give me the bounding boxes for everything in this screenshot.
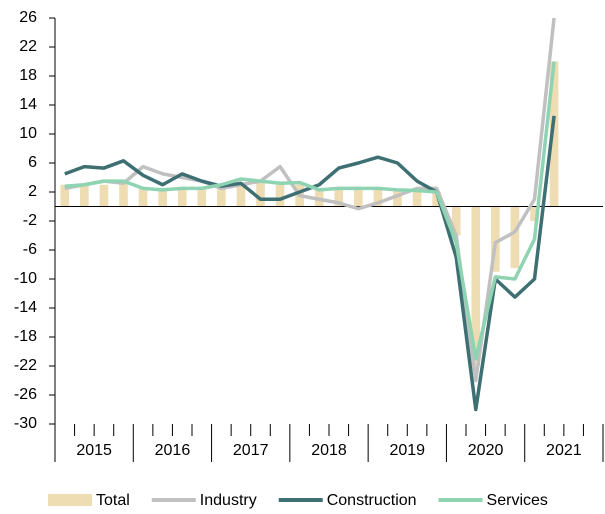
y-tick-label: -6 — [23, 241, 37, 258]
legend-label: Industry — [200, 492, 257, 509]
y-tick-label: 6 — [28, 154, 37, 171]
bar — [275, 184, 285, 207]
x-group-label: 2018 — [311, 442, 347, 459]
bar — [80, 184, 89, 207]
bar — [530, 206, 539, 221]
y-tick-label: -18 — [14, 328, 37, 345]
bar — [510, 206, 520, 269]
bar — [158, 188, 167, 207]
bar — [373, 188, 383, 207]
legend-label: Construction — [327, 492, 417, 509]
y-tick-label: 2 — [28, 183, 37, 200]
line — [64, 115, 556, 412]
bar — [549, 61, 559, 207]
legend-label: Services — [487, 492, 548, 509]
bar — [236, 184, 246, 207]
x-group-label: 2021 — [546, 442, 582, 459]
bar — [314, 188, 324, 207]
bar — [451, 206, 461, 236]
y-tick-label: 26 — [19, 9, 37, 26]
line — [64, 61, 556, 361]
bar — [177, 188, 187, 207]
legend-swatch — [48, 494, 92, 506]
bar — [471, 206, 481, 366]
x-group-label: 2019 — [389, 442, 425, 459]
y-tick-label: -26 — [14, 386, 37, 403]
line — [64, 17, 556, 383]
bar — [119, 181, 128, 207]
y-tick-label: -2 — [23, 212, 37, 229]
legend-label: Total — [96, 492, 130, 509]
y-tick-label: -10 — [14, 270, 37, 287]
bar — [197, 188, 207, 207]
y-tick-label: 10 — [19, 125, 37, 142]
x-group-label: 2016 — [155, 442, 191, 459]
y-tick-label: -14 — [14, 299, 37, 316]
y-tick-label: -30 — [14, 415, 37, 432]
bar — [138, 188, 148, 207]
y-tick-label: 22 — [19, 38, 37, 55]
bar — [412, 188, 422, 207]
bar — [217, 184, 226, 207]
bar — [432, 192, 441, 207]
y-tick-label: -22 — [14, 357, 37, 374]
bar — [334, 188, 344, 207]
bar — [99, 184, 109, 207]
y-tick-label: 14 — [19, 96, 37, 113]
bar — [60, 184, 70, 207]
y-tick-label: 18 — [19, 67, 37, 84]
x-group-label: 2015 — [76, 442, 112, 459]
x-group-label: 2017 — [233, 442, 269, 459]
x-group-label: 2020 — [468, 442, 504, 459]
bar — [256, 181, 265, 207]
bar — [354, 188, 363, 207]
bar — [491, 206, 500, 272]
